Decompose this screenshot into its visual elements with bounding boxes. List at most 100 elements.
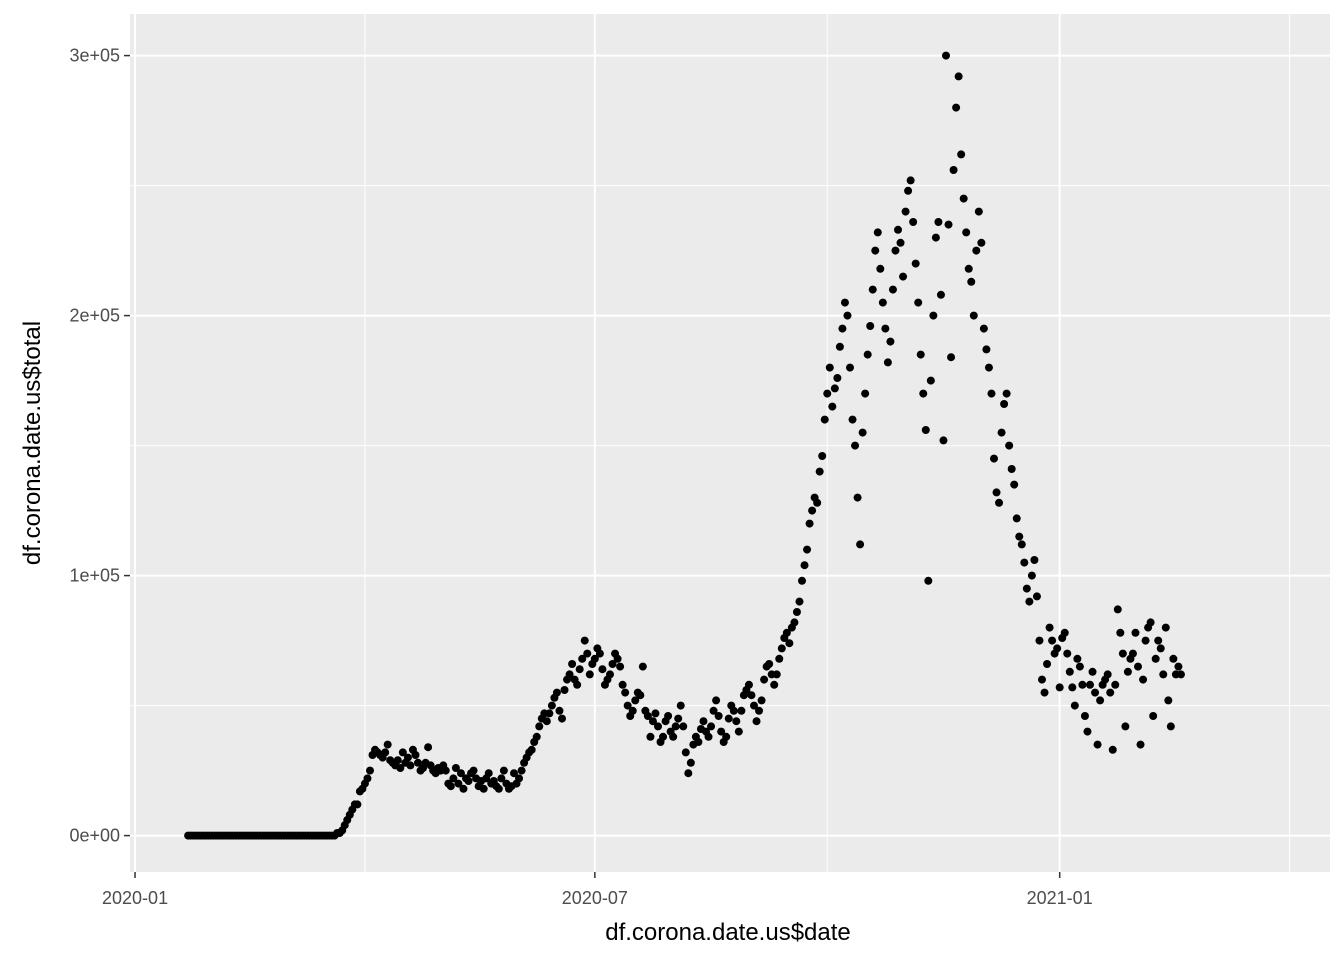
data-point <box>1164 696 1173 705</box>
data-point <box>984 363 993 372</box>
data-point <box>552 688 561 697</box>
data-point <box>717 727 726 736</box>
data-point <box>1091 688 1100 697</box>
data-point <box>1032 592 1041 601</box>
data-point <box>1118 649 1127 658</box>
data-point <box>942 51 950 60</box>
data-point <box>1025 597 1034 606</box>
data-point <box>1169 654 1178 663</box>
major-gridlines <box>130 14 1330 872</box>
data-point <box>888 285 897 294</box>
data-point <box>805 519 814 528</box>
data-point <box>969 311 978 320</box>
data-point <box>674 714 683 723</box>
data-point <box>848 415 857 424</box>
data-point <box>957 150 966 159</box>
y-tick-label: 0e+00 <box>69 826 120 846</box>
data-points <box>184 51 1185 840</box>
data-point <box>585 670 594 679</box>
data-point <box>944 220 953 229</box>
data-point <box>669 732 678 741</box>
data-point <box>575 665 584 674</box>
data-point <box>803 545 812 554</box>
data-point <box>1020 558 1029 567</box>
data-point <box>590 654 599 663</box>
data-point <box>671 722 680 731</box>
data-point <box>724 714 733 723</box>
data-point <box>414 758 422 767</box>
data-point <box>868 285 877 294</box>
data-point <box>1017 540 1026 549</box>
data-point <box>947 353 956 362</box>
data-point <box>403 753 412 762</box>
y-axis-title: df.corona.date.us$total <box>19 321 46 565</box>
data-point <box>545 709 554 718</box>
data-point <box>747 691 756 700</box>
data-point <box>992 488 1001 497</box>
data-point <box>977 238 986 247</box>
panel-background <box>130 14 1330 872</box>
data-point <box>987 389 996 398</box>
data-point <box>873 228 882 237</box>
data-point <box>813 498 822 507</box>
data-point <box>583 649 592 658</box>
data-point <box>979 324 988 333</box>
data-point <box>858 428 867 437</box>
data-point <box>497 774 506 783</box>
data-point <box>1012 514 1021 523</box>
data-point <box>744 680 753 689</box>
data-point <box>1043 660 1052 668</box>
data-point <box>906 176 915 185</box>
data-point <box>479 784 488 793</box>
data-point <box>535 722 544 731</box>
data-point <box>1113 605 1122 614</box>
data-point <box>929 311 938 320</box>
data-point <box>757 696 766 705</box>
data-point <box>856 540 865 549</box>
x-tick-label: 2020-07 <box>562 888 628 908</box>
data-point <box>398 748 407 757</box>
data-point <box>750 701 758 710</box>
data-point <box>381 748 390 757</box>
data-point <box>1146 618 1155 627</box>
data-point <box>451 764 460 772</box>
data-point <box>646 732 655 741</box>
data-point <box>459 784 468 793</box>
data-point <box>558 714 566 723</box>
data-point <box>527 745 536 754</box>
data-point <box>542 717 551 726</box>
data-point <box>1075 662 1084 671</box>
data-point <box>1080 712 1089 720</box>
data-point <box>995 498 1004 507</box>
data-point <box>883 358 892 367</box>
data-point <box>924 576 933 585</box>
data-point <box>936 290 945 299</box>
data-point <box>1053 644 1062 653</box>
data-point <box>1096 696 1105 705</box>
data-point <box>904 186 913 195</box>
y-axis: 0e+00 1e+05 2e+05 3e+05 <box>69 46 130 846</box>
data-point <box>1027 571 1036 580</box>
data-point <box>494 784 503 793</box>
data-point <box>651 709 660 718</box>
data-point <box>598 665 607 674</box>
data-point <box>737 706 746 715</box>
data-point <box>1007 465 1016 473</box>
data-point <box>515 774 524 783</box>
data-point <box>916 350 925 359</box>
data-point <box>555 706 564 715</box>
data-point <box>939 436 948 445</box>
data-point <box>825 363 834 372</box>
data-point <box>1108 745 1117 754</box>
data-point <box>679 722 688 731</box>
data-point <box>1038 675 1046 684</box>
data-point <box>886 337 895 346</box>
data-point <box>866 322 875 330</box>
data-point <box>1151 654 1160 663</box>
data-point <box>853 493 862 502</box>
data-point <box>1002 389 1011 398</box>
data-point <box>914 298 923 307</box>
data-point <box>1022 584 1031 593</box>
data-point <box>815 467 824 476</box>
